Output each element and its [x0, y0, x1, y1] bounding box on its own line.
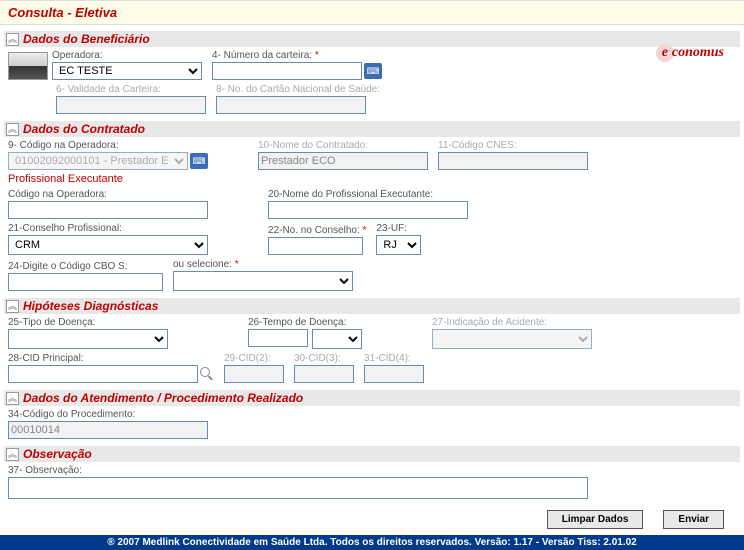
nome-contratado-input — [258, 152, 428, 170]
validade-input — [56, 96, 206, 114]
validade-label: 6- Validade da Carteira: — [56, 84, 206, 95]
uf-select[interactable]: RJ — [376, 235, 421, 255]
num-conselho-input[interactable] — [268, 237, 363, 255]
limpar-button[interactable]: Limpar Dados — [547, 510, 644, 529]
collapse-icon[interactable]: ︽ — [6, 448, 19, 461]
prof-exec-title: Profissional Executante — [4, 171, 740, 186]
tempo-doenca-input[interactable] — [248, 329, 308, 347]
cod-operadora-label: 9- Código na Operadora: — [8, 140, 208, 151]
section-label: Dados do Contratado — [23, 122, 145, 136]
section-title-contratado: ︽ Dados do Contratado — [4, 121, 740, 137]
section-hipoteses: ︽ Hipóteses Diagnósticas 25-Tipo de Doen… — [4, 298, 740, 384]
operadora-select[interactable]: EC TESTE — [52, 62, 202, 80]
tipo-doenca-select[interactable] — [8, 329, 168, 349]
tempo-doenca-label: 26-Tempo de Doença: — [248, 317, 362, 328]
cartao-nac-input — [216, 96, 366, 114]
section-atendimento: ︽ Dados do Atendimento / Procedimento Re… — [4, 390, 740, 440]
page-title: Consulta - Eletiva — [8, 5, 117, 20]
cartao-nac-label: 8- No. do Cartão Nacional de Saúde: — [216, 84, 380, 95]
logo-text: conomus — [672, 45, 724, 60]
section-label: Observação — [23, 447, 92, 461]
prof-cod-label: Código na Operadora: — [8, 189, 208, 200]
cbo-select[interactable] — [173, 271, 353, 291]
cid-principal-input[interactable] — [8, 365, 198, 383]
num-carteira-input[interactable] — [212, 62, 362, 80]
cbo-label: 24-Digite o Código CBO S: — [8, 261, 163, 272]
obs-textarea[interactable] — [8, 477, 588, 499]
cid3-input — [294, 365, 354, 383]
keyboard-icon[interactable]: ⌨ — [364, 63, 382, 79]
section-label: Hipóteses Diagnósticas — [23, 299, 158, 313]
cid4-input — [364, 365, 424, 383]
cbo-select-label: ou selecione: * — [173, 259, 353, 270]
section-beneficiario: ︽ Dados do Beneficiário Operadora: EC TE… — [4, 31, 740, 115]
acidente-select — [432, 329, 592, 349]
footer-text: ® 2007 Medlink Conectividade em Saúde Lt… — [107, 537, 636, 548]
collapse-icon[interactable]: ︽ — [6, 33, 19, 46]
num-conselho-label: 22-No. no Conselho: * — [268, 225, 366, 236]
section-label: Dados do Beneficiário — [23, 32, 150, 46]
cnes-input — [438, 152, 588, 170]
tempo-doenca-unit-select[interactable] — [312, 329, 362, 349]
section-title-observacao: ︽ Observação — [4, 446, 740, 462]
page-wrapper: Consulta - Eletiva economus ︽ Dados do B… — [0, 0, 744, 550]
card-image-icon — [8, 52, 48, 80]
obs-label: 37- Observação: — [8, 465, 588, 476]
collapse-icon[interactable]: ︽ — [6, 392, 19, 405]
num-carteira-label: 4- Número da carteira: * — [212, 50, 382, 61]
section-observacao: ︽ Observação 37- Observação: — [4, 446, 740, 500]
cid4-label: 31-CID(4): — [364, 353, 424, 364]
logo: economus — [656, 44, 724, 62]
tipo-doenca-label: 25-Tipo de Doença: — [8, 317, 168, 328]
enviar-button[interactable]: Enviar — [663, 510, 724, 529]
cid-principal-label: 28-CID Principal: — [8, 353, 214, 364]
cbo-input[interactable] — [8, 273, 163, 291]
uf-label: 23-UF: — [376, 223, 421, 234]
operadora-label: Operadora: — [52, 50, 202, 61]
prof-cod-input[interactable] — [8, 201, 208, 219]
prof-nome-label: 20-Nome do Profissional Executante: — [268, 189, 468, 200]
section-contratado: ︽ Dados do Contratado 9- Código na Opera… — [4, 121, 740, 292]
buttons-row: Limpar Dados Enviar — [0, 502, 744, 535]
section-title-hipoteses: ︽ Hipóteses Diagnósticas — [4, 298, 740, 314]
cid2-input — [224, 365, 284, 383]
cid3-label: 30-CID(3): — [294, 353, 354, 364]
cod-proc-input — [8, 421, 208, 439]
collapse-icon[interactable]: ︽ — [6, 123, 19, 136]
cnes-label: 11-Código CNES: — [438, 140, 588, 151]
cod-proc-label: 34-Código do Procedimento: — [8, 409, 208, 420]
conselho-label: 21-Conselho Profissional: — [8, 223, 208, 234]
cid2-label: 29-CID(2): — [224, 353, 284, 364]
cod-operadora-select: 01002092000101 - Prestador E — [8, 152, 188, 170]
section-title-atendimento: ︽ Dados do Atendimento / Procedimento Re… — [4, 390, 740, 406]
keyboard-icon[interactable]: ⌨ — [190, 153, 208, 169]
footer-bar: ® 2007 Medlink Conectividade em Saúde Lt… — [0, 535, 744, 550]
section-title-beneficiario: ︽ Dados do Beneficiário — [4, 31, 740, 47]
collapse-icon[interactable]: ︽ — [6, 300, 19, 313]
section-label: Dados do Atendimento / Procedimento Real… — [23, 391, 303, 405]
acidente-label: 27-Indicação de Acidente: — [432, 317, 592, 328]
nome-contratado-label: 10-Nome do Contratado: — [258, 140, 428, 151]
conselho-select[interactable]: CRM — [8, 235, 208, 255]
prof-nome-input[interactable] — [268, 201, 468, 219]
page-title-bar: Consulta - Eletiva — [0, 0, 744, 25]
search-icon[interactable] — [200, 367, 214, 381]
